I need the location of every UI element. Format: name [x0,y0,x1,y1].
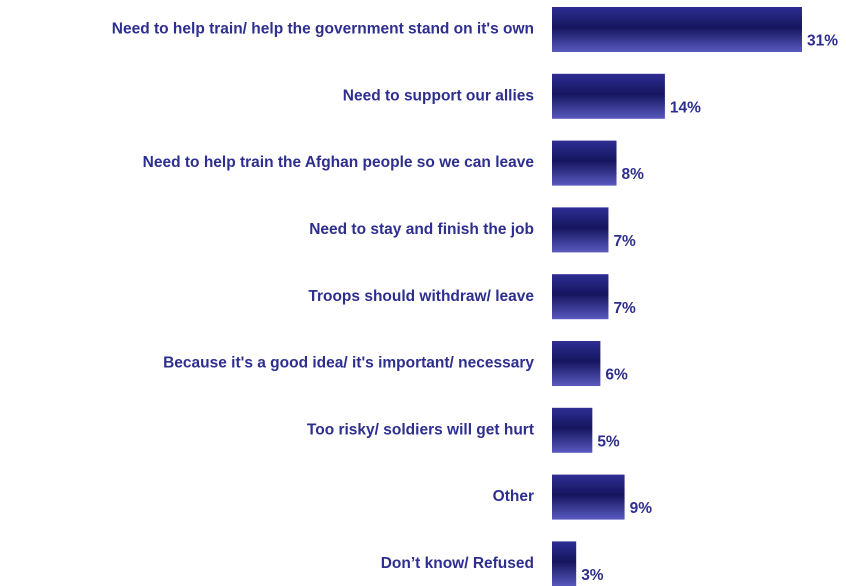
bar [552,73,665,119]
value-labels-group: 31% 14% 8% 7% 7% 6% 5% 9% 3% [581,33,838,584]
value-label: 3% [581,567,604,584]
value-label: 14% [670,99,701,116]
bar [552,474,625,520]
category-label: Other [493,488,534,505]
bar [552,7,802,52]
value-label: 31% [807,33,838,50]
bar [552,541,577,586]
value-label: 9% [630,500,653,517]
bar [552,274,609,320]
bar [552,341,601,386]
category-label: Too risky/ soldiers will get hurt [307,421,534,438]
category-label: Don’t know/ Refused [381,555,534,572]
category-label: Need to help train/ help the government … [112,21,534,38]
value-label: 5% [597,433,620,450]
bar [552,140,617,186]
value-label: 7% [613,300,636,317]
category-label: Need to stay and finish the job [309,221,534,238]
category-label: Need to help train the Afghan people so … [143,154,535,171]
value-label: 7% [613,233,636,250]
bars-group [552,7,802,586]
value-label: 8% [622,166,645,183]
bar [552,207,609,253]
category-label: Because it's a good idea/ it's important… [163,355,534,372]
bar [552,407,593,453]
category-labels-group: Need to help train/ help the government … [112,21,535,572]
value-label: 6% [605,367,628,384]
category-label: Troops should withdraw/ leave [308,288,534,305]
category-label: Need to support our allies [343,87,534,104]
